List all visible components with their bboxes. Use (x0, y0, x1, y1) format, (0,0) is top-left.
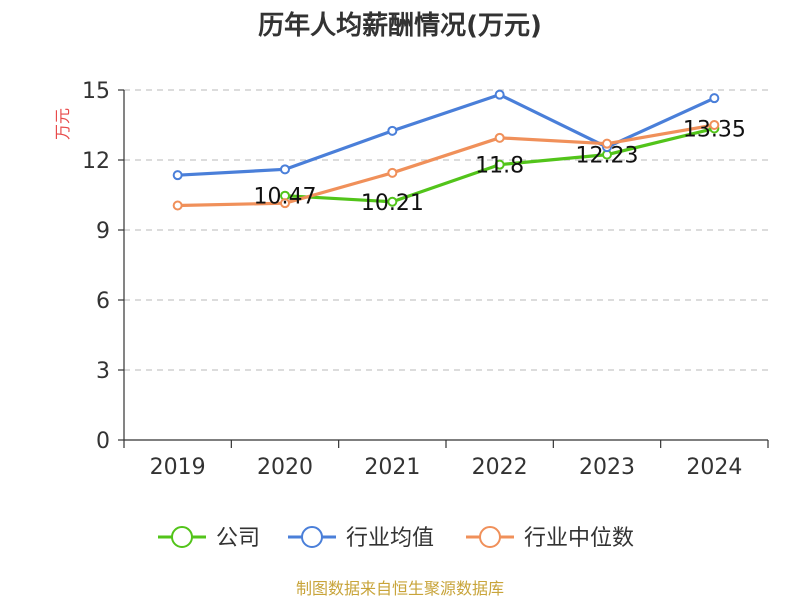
series-line-2 (177, 123, 715, 208)
y-tick-label: 6 (96, 289, 110, 314)
series-point-0 (494, 159, 505, 170)
y-tick-label: 9 (96, 219, 110, 244)
series-point-2 (494, 132, 505, 143)
legend-item-1: 行业均值 (288, 526, 434, 551)
legend-label: 行业中位数 (524, 526, 634, 551)
chart-title: 历年人均薪酬情况(万元) (258, 10, 542, 41)
data-label: 10.47 (254, 185, 317, 210)
series-point-1 (709, 93, 720, 104)
y-tick-label: 3 (96, 359, 110, 384)
x-tick-label: 2020 (257, 455, 313, 480)
x-tick-label: 2023 (579, 455, 635, 480)
data-label: 12.23 (576, 144, 639, 169)
series-point-2 (602, 138, 612, 149)
data-labels: 10.47 10.21 11.8 12.23 13.35 (254, 118, 746, 216)
series-point-1 (494, 89, 505, 100)
y-axis-label: 万元 (53, 108, 72, 140)
source-note: 制图数据来自恒生聚源数据库 (296, 579, 504, 598)
legend-item-0: 公司 (158, 526, 260, 551)
x-tick-label: 2024 (686, 455, 742, 480)
series-point-2 (280, 198, 290, 209)
series-point-2 (172, 200, 183, 211)
data-label: 13.35 (683, 118, 746, 143)
y-tick-label: 0 (96, 429, 110, 454)
series-point-1 (172, 170, 183, 181)
series-point-2 (709, 120, 720, 130)
axes: 0 3 6 9 12 15 2019 2020 2021 2022 2023 2024 (82, 79, 769, 480)
series-point-0 (387, 196, 398, 207)
legend-label: 公司 (216, 526, 260, 551)
legend: 公司 行业均值 行业中位数 (158, 526, 634, 551)
series-point-1 (280, 164, 290, 175)
data-label: 11.8 (475, 154, 524, 179)
x-tick-label: 2022 (472, 455, 528, 480)
legend-item-2: 行业中位数 (466, 526, 634, 551)
x-tick-label: 2019 (150, 455, 206, 480)
legend-marker (171, 526, 193, 548)
data-label: 10.21 (361, 191, 424, 216)
legend-label: 行业均值 (346, 526, 434, 551)
series-point-1 (387, 125, 398, 136)
grid-lines (124, 89, 768, 371)
series-point-2 (387, 167, 398, 178)
legend-marker (479, 526, 501, 548)
x-tick-label: 2021 (364, 455, 420, 480)
y-tick-label: 12 (82, 149, 110, 174)
legend-marker (301, 526, 323, 548)
series-points (172, 89, 720, 211)
y-tick-label: 15 (82, 79, 110, 104)
